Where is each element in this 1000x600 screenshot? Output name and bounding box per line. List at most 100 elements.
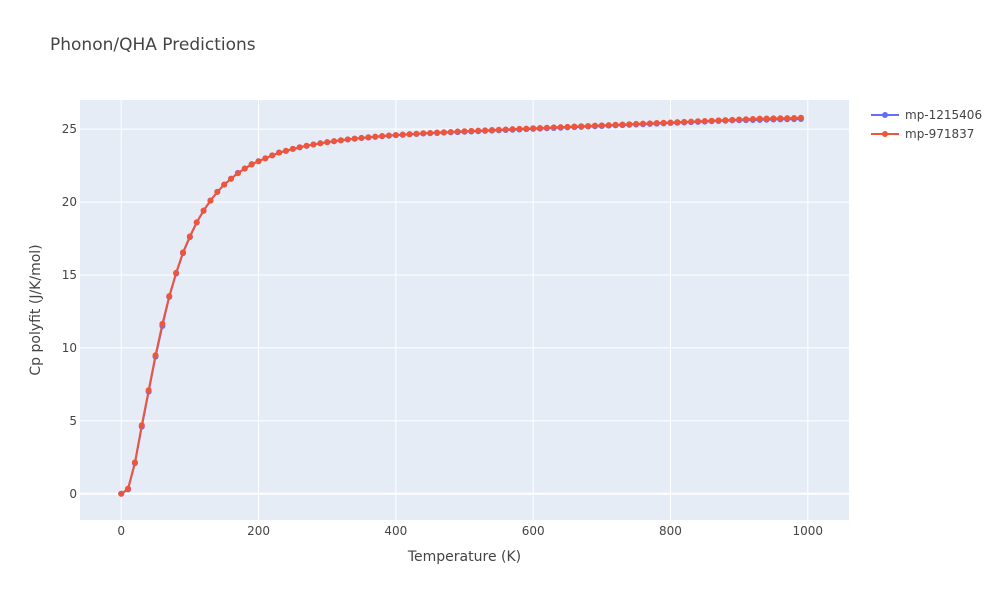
legend-item-mp-1215406[interactable]: mp-1215406: [871, 108, 982, 122]
data-point: [674, 119, 681, 126]
legend[interactable]: mp-1215406 mp-971837: [871, 108, 982, 141]
data-point: [454, 128, 461, 135]
data-point: [118, 490, 125, 497]
data-point: [509, 126, 516, 133]
data-point: [626, 121, 633, 128]
data-point: [145, 387, 152, 394]
data-point: [282, 147, 289, 154]
data-point: [200, 207, 207, 214]
y-tick-label: 0: [69, 487, 77, 501]
data-point: [427, 129, 434, 136]
data-point: [598, 122, 605, 129]
x-tick-label: 0: [117, 524, 125, 538]
data-point: [523, 125, 530, 132]
data-point: [131, 459, 138, 466]
data-point: [653, 120, 660, 127]
data-point: [193, 219, 200, 226]
data-point: [179, 249, 186, 256]
y-tick-label: 25: [62, 122, 77, 136]
data-point: [537, 125, 544, 131]
y-tick-label: 5: [69, 414, 77, 428]
data-point: [791, 114, 798, 121]
data-point: [289, 145, 296, 152]
y-tick-label: 15: [62, 268, 77, 282]
data-point: [331, 138, 338, 145]
series-line: [120, 116, 801, 495]
data-point: [564, 123, 571, 130]
data-point: [461, 128, 468, 135]
x-tick-label: 400: [384, 524, 407, 538]
data-point: [495, 126, 502, 133]
data-point: [482, 127, 489, 134]
data-point: [255, 158, 262, 165]
data-point: [722, 117, 729, 124]
data-point: [475, 127, 482, 134]
grid: [80, 100, 849, 520]
data-point: [578, 123, 585, 130]
data-point: [372, 133, 379, 140]
data-point: [186, 233, 193, 240]
data-point: [729, 116, 736, 123]
data-point: [516, 125, 523, 132]
data-point: [159, 320, 166, 327]
data-point: [392, 132, 399, 138]
data-point: [736, 116, 743, 123]
x-tick-label: 800: [659, 524, 682, 538]
data-point: [303, 142, 310, 149]
data-point: [550, 124, 557, 131]
data-point: [619, 121, 626, 128]
data-point: [440, 129, 447, 136]
data-point: [770, 115, 777, 122]
data-point: [152, 352, 159, 359]
data-point: [605, 122, 612, 129]
chart-title: Phonon/QHA Predictions: [50, 35, 256, 55]
data-point: [324, 139, 331, 146]
data-point: [701, 118, 708, 124]
data-point: [681, 118, 688, 125]
data-point: [296, 144, 303, 151]
y-axis-ticks: 0 5 10 15 20 25: [62, 122, 77, 501]
data-point: [434, 129, 441, 136]
series-mp-971837: [118, 114, 804, 497]
legend-label: mp-1215406: [905, 108, 982, 122]
data-point: [317, 140, 324, 147]
data-point: [660, 119, 667, 126]
data-point: [385, 132, 392, 139]
y-tick-label: 10: [62, 341, 77, 355]
data-point: [530, 125, 537, 132]
data-point: [269, 152, 276, 159]
data-point: [406, 131, 413, 138]
data-point: [379, 133, 386, 140]
data-point: [447, 128, 454, 135]
data-point: [646, 120, 653, 127]
data-point: [502, 126, 509, 133]
data-point: [756, 115, 763, 122]
y-axis-title: Cp polyfit (J/K/mol): [28, 244, 44, 375]
x-tick-label: 200: [247, 524, 270, 538]
data-point: [173, 269, 180, 276]
data-point: [248, 161, 255, 168]
data-point: [221, 181, 228, 188]
legend-item-mp-971837[interactable]: mp-971837: [871, 127, 974, 141]
data-point: [640, 120, 647, 127]
data-point: [743, 116, 750, 123]
data-point: [214, 188, 221, 195]
x-tick-label: 1000: [793, 524, 824, 538]
data-point: [234, 170, 241, 177]
data-point: [777, 115, 784, 122]
legend-swatch-marker: [882, 112, 888, 118]
data-point: [413, 130, 420, 137]
data-point: [557, 124, 564, 131]
data-point: [365, 134, 372, 141]
x-axis-ticks: 0 200 400 600 800 1000: [117, 524, 823, 538]
data-point: [228, 175, 235, 182]
data-point: [351, 135, 358, 142]
data-point: [166, 293, 173, 300]
data-point: [591, 122, 598, 129]
plot-area: [80, 100, 849, 520]
data-point: [797, 114, 804, 121]
legend-swatch-marker: [882, 131, 888, 137]
data-point: [399, 131, 406, 138]
data-point: [276, 149, 283, 156]
data-point: [310, 141, 317, 148]
